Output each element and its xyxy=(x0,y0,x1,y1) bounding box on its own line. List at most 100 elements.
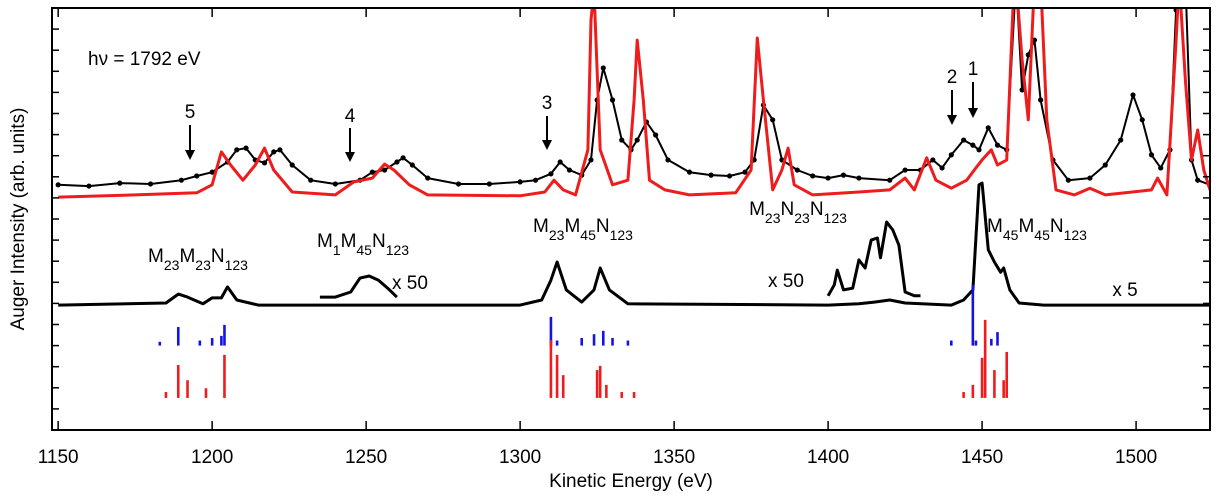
data-point xyxy=(902,167,908,173)
data-point xyxy=(970,142,976,148)
annotation: 2 xyxy=(947,67,958,88)
data-point xyxy=(517,179,523,185)
data-point xyxy=(1195,177,1201,183)
scale-label: x 50 xyxy=(392,273,428,294)
data-point xyxy=(86,183,92,189)
annotation: 1 xyxy=(968,59,979,80)
scale-label: x 5 xyxy=(1112,280,1137,301)
data-point xyxy=(394,159,400,165)
data-point xyxy=(409,162,415,168)
data-point xyxy=(840,172,847,178)
x-tick-label: 1400 xyxy=(807,447,849,468)
data-point xyxy=(455,181,462,187)
data-point xyxy=(332,181,338,187)
data-point xyxy=(961,137,967,143)
data-point xyxy=(742,169,748,175)
data-point xyxy=(557,159,563,165)
data-point xyxy=(308,177,314,183)
data-point xyxy=(930,157,936,163)
data-point xyxy=(1148,152,1155,158)
data-point xyxy=(566,167,573,173)
data-point xyxy=(1139,117,1145,123)
data-point xyxy=(708,172,714,178)
data-point xyxy=(653,132,659,138)
spectrum-line xyxy=(58,8,1210,199)
data-point xyxy=(856,175,862,181)
data-point xyxy=(726,173,733,179)
data-point xyxy=(588,157,594,163)
data-point xyxy=(976,147,982,153)
data-point xyxy=(548,171,554,177)
data-point xyxy=(1019,87,1025,93)
annotation: 4 xyxy=(345,106,356,127)
data-point xyxy=(261,160,268,166)
spectrum-line xyxy=(826,220,921,298)
data-point xyxy=(609,97,616,103)
data-point xyxy=(1118,137,1124,143)
data-point xyxy=(1065,177,1071,183)
data-point xyxy=(619,137,625,143)
data-point xyxy=(194,173,200,179)
x-axis-label: Kinetic Energy (eV) xyxy=(549,471,713,492)
data-point xyxy=(887,177,893,183)
arrow-head xyxy=(947,115,957,125)
transition-label: M45M45N123 xyxy=(987,216,1087,243)
data-point xyxy=(209,169,215,175)
scale-label: x 50 xyxy=(768,271,804,292)
arrow-head xyxy=(542,140,552,150)
transition-label: M1M45N123 xyxy=(317,231,409,258)
data-point xyxy=(234,147,240,153)
data-point xyxy=(55,182,61,188)
data-point xyxy=(369,169,375,175)
annotation: hν = 1792 eV xyxy=(88,49,201,70)
transition-label: M23N23N123 xyxy=(749,199,847,226)
spectrum-line xyxy=(319,274,398,299)
data-point xyxy=(939,165,945,171)
spectrum-line xyxy=(58,181,1210,307)
y-axis-label: Auger Intensity (arb. units) xyxy=(8,108,29,331)
data-point xyxy=(985,125,991,131)
data-point xyxy=(1102,162,1108,168)
data-point xyxy=(277,147,283,153)
data-point xyxy=(1130,92,1136,98)
data-point xyxy=(271,149,277,155)
data-point xyxy=(1158,165,1164,171)
data-point xyxy=(178,177,184,183)
data-point xyxy=(825,175,831,181)
data-point xyxy=(532,177,539,183)
data-point xyxy=(770,117,776,123)
data-point xyxy=(147,181,154,187)
x-tick-label: 1500 xyxy=(1115,447,1157,468)
data-point xyxy=(1025,52,1031,58)
data-point xyxy=(634,137,640,143)
data-point xyxy=(810,173,816,179)
x-tick-label: 1300 xyxy=(499,447,541,468)
data-point xyxy=(425,175,431,181)
data-point xyxy=(486,181,492,187)
data-point xyxy=(994,142,1001,148)
data-point xyxy=(243,145,249,151)
data-point xyxy=(1038,97,1044,103)
arrow-head xyxy=(345,152,355,162)
x-tick-label: 1150 xyxy=(38,447,79,468)
data-point xyxy=(400,155,406,161)
x-tick-label: 1200 xyxy=(191,447,233,468)
x-tick-label: 1350 xyxy=(653,447,695,468)
data-point xyxy=(794,167,800,173)
x-tick-label: 1450 xyxy=(961,447,1003,468)
annotation: 3 xyxy=(542,93,553,114)
data-point xyxy=(289,162,295,168)
data-point xyxy=(117,180,123,186)
transition-label: M23M45N123 xyxy=(533,216,633,243)
annotation: 5 xyxy=(185,102,196,123)
arrow-head xyxy=(185,150,195,160)
data-point xyxy=(600,65,606,71)
data-point xyxy=(686,169,693,175)
data-point xyxy=(1087,175,1093,181)
x-tick-label: 1250 xyxy=(345,447,387,468)
data-point xyxy=(665,157,671,163)
transition-label: M23M23N123 xyxy=(148,246,248,273)
plot-area xyxy=(55,8,1210,398)
